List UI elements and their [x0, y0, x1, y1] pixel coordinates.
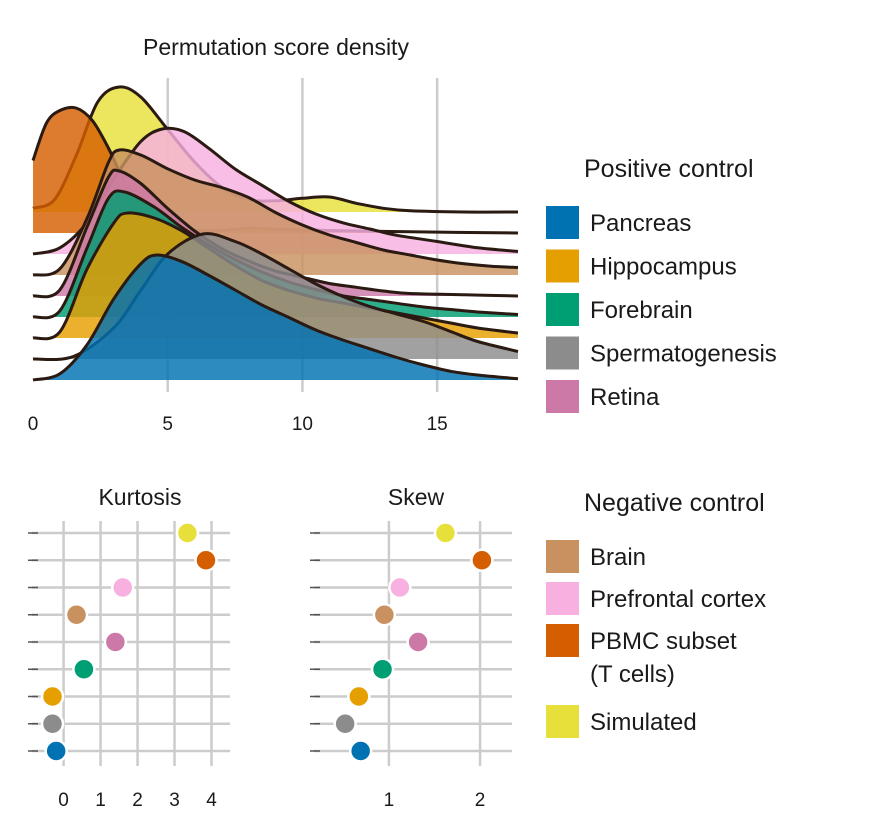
- density-area-pbmc-subset-t-cells: [33, 107, 518, 233]
- kurtosis-tick-label-1: 1: [95, 790, 106, 811]
- legend-item-retina: Retina: [546, 380, 660, 413]
- legend-item-pbmc-subset-t-cells: PBMC subset (T cells): [546, 624, 737, 688]
- legend-swatch-forebrain: [546, 293, 579, 326]
- legend-swatch-retina: [546, 380, 579, 413]
- kurtosis-point-brain: [64, 603, 89, 627]
- skew-point-pbmc-subset-t-cells: [470, 548, 494, 572]
- legend-label-pbmc-subset-t-cells-line-2: (T cells): [590, 661, 675, 688]
- skew-tick-label-2: 2: [475, 790, 486, 811]
- ridge-tick-label-15: 15: [427, 414, 448, 435]
- skew-point-prefrontal-cortex: [388, 575, 412, 600]
- legend-item-pancreas: Pancreas: [546, 206, 691, 239]
- legend-label-spermatogenesis: Spermatogenesis: [590, 341, 777, 368]
- skew-point-simulated: [433, 521, 458, 545]
- density-area-pancreas: [33, 254, 518, 380]
- legend-swatch-spermatogenesis: [546, 336, 579, 370]
- kurtosis-point-pancreas: [44, 739, 68, 763]
- legend-swatch-pancreas: [546, 206, 579, 239]
- legend-swatch-pbmc-subset-t-cells: [546, 624, 579, 657]
- legend-positive-title: Positive control: [584, 155, 754, 183]
- ridge-tick-label-0: 0: [28, 414, 39, 435]
- skew-point-brain: [372, 603, 397, 627]
- kurtosis-tick-label-2: 2: [132, 790, 143, 811]
- legend-item-brain: Brain: [546, 540, 646, 573]
- legend-item-prefrontal-cortex: Prefrontal cortex: [546, 582, 766, 615]
- ridgeline-chart: Permutation score density 0 5 10 15: [28, 34, 519, 435]
- legend-label-pbmc-subset-t-cells: PBMC subset: [590, 628, 737, 655]
- kurtosis-point-simulated: [175, 521, 200, 545]
- legend-item-spermatogenesis: Spermatogenesis: [546, 336, 777, 370]
- skew-point-forebrain: [370, 657, 395, 681]
- skew-point-hippocampus: [347, 684, 371, 709]
- skew-title: Skew: [388, 484, 445, 510]
- kurtosis-point-retina: [103, 630, 128, 654]
- density-line-pancreas: [32, 253, 519, 382]
- legend-label-retina: Retina: [590, 384, 660, 411]
- kurtosis-tick-label-3: 3: [169, 790, 180, 811]
- kurtosis-title: Kurtosis: [98, 484, 181, 510]
- legend-item-forebrain: Forebrain: [546, 293, 693, 326]
- legend-label-prefrontal-cortex: Prefrontal cortex: [590, 586, 766, 613]
- kurtosis-point-hippocampus: [40, 684, 65, 709]
- legend-label-pancreas: Pancreas: [590, 210, 691, 237]
- legend-negative-title: Negative control: [584, 489, 765, 517]
- kurtosis-point-prefrontal-cortex: [111, 575, 135, 600]
- legend-swatch-brain: [546, 540, 579, 573]
- ridge-tick-label-5: 5: [162, 414, 173, 435]
- kurtosis-point-spermatogenesis: [40, 712, 65, 736]
- legend-item-simulated: Simulated: [546, 705, 697, 738]
- kurtosis-point-forebrain: [72, 657, 96, 681]
- legend-swatch-hippocampus: [546, 249, 579, 283]
- skew-point-retina: [406, 630, 430, 654]
- skew-point-spermatogenesis: [333, 712, 357, 736]
- legend-label-hippocampus: Hippocampus: [590, 254, 737, 281]
- kurtosis-point-pbmc-subset-t-cells: [194, 548, 218, 572]
- density-line-brain: [32, 148, 519, 277]
- ridge-tick-label-10: 10: [292, 414, 313, 435]
- legend: Positive control Pancreas Hippocampus Fore…: [546, 155, 777, 738]
- kurtosis-tick-label-4: 4: [206, 790, 217, 811]
- legend-label-brain: Brain: [590, 544, 646, 571]
- kurtosis-tick-label-0: 0: [58, 790, 69, 811]
- skew-chart: Skew 1 2: [310, 484, 512, 811]
- legend-label-simulated: Simulated: [590, 709, 697, 736]
- density-pancreas: [32, 253, 519, 382]
- legend-swatch-simulated: [546, 705, 579, 738]
- kurtosis-chart: Kurtosis 0 1 2 3 4: [28, 484, 230, 811]
- legend-swatch-prefrontal-cortex: [546, 582, 579, 615]
- ridgeline-title: Permutation score density: [143, 34, 409, 60]
- legend-item-hippocampus: Hippocampus: [546, 249, 737, 283]
- legend-label-forebrain: Forebrain: [590, 297, 693, 324]
- skew-point-pancreas: [348, 739, 373, 763]
- skew-tick-label-1: 1: [384, 790, 395, 811]
